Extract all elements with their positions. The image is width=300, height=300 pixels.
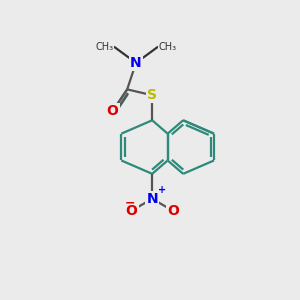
Text: CH₃: CH₃ xyxy=(158,42,176,52)
Text: O: O xyxy=(126,204,137,218)
Text: O: O xyxy=(106,104,119,118)
Text: −: − xyxy=(125,196,136,209)
Text: CH₃: CH₃ xyxy=(96,42,114,52)
Text: O: O xyxy=(167,204,179,218)
Text: N: N xyxy=(146,192,158,206)
Text: +: + xyxy=(158,185,166,195)
Text: S: S xyxy=(147,88,157,102)
Text: N: N xyxy=(130,56,142,70)
